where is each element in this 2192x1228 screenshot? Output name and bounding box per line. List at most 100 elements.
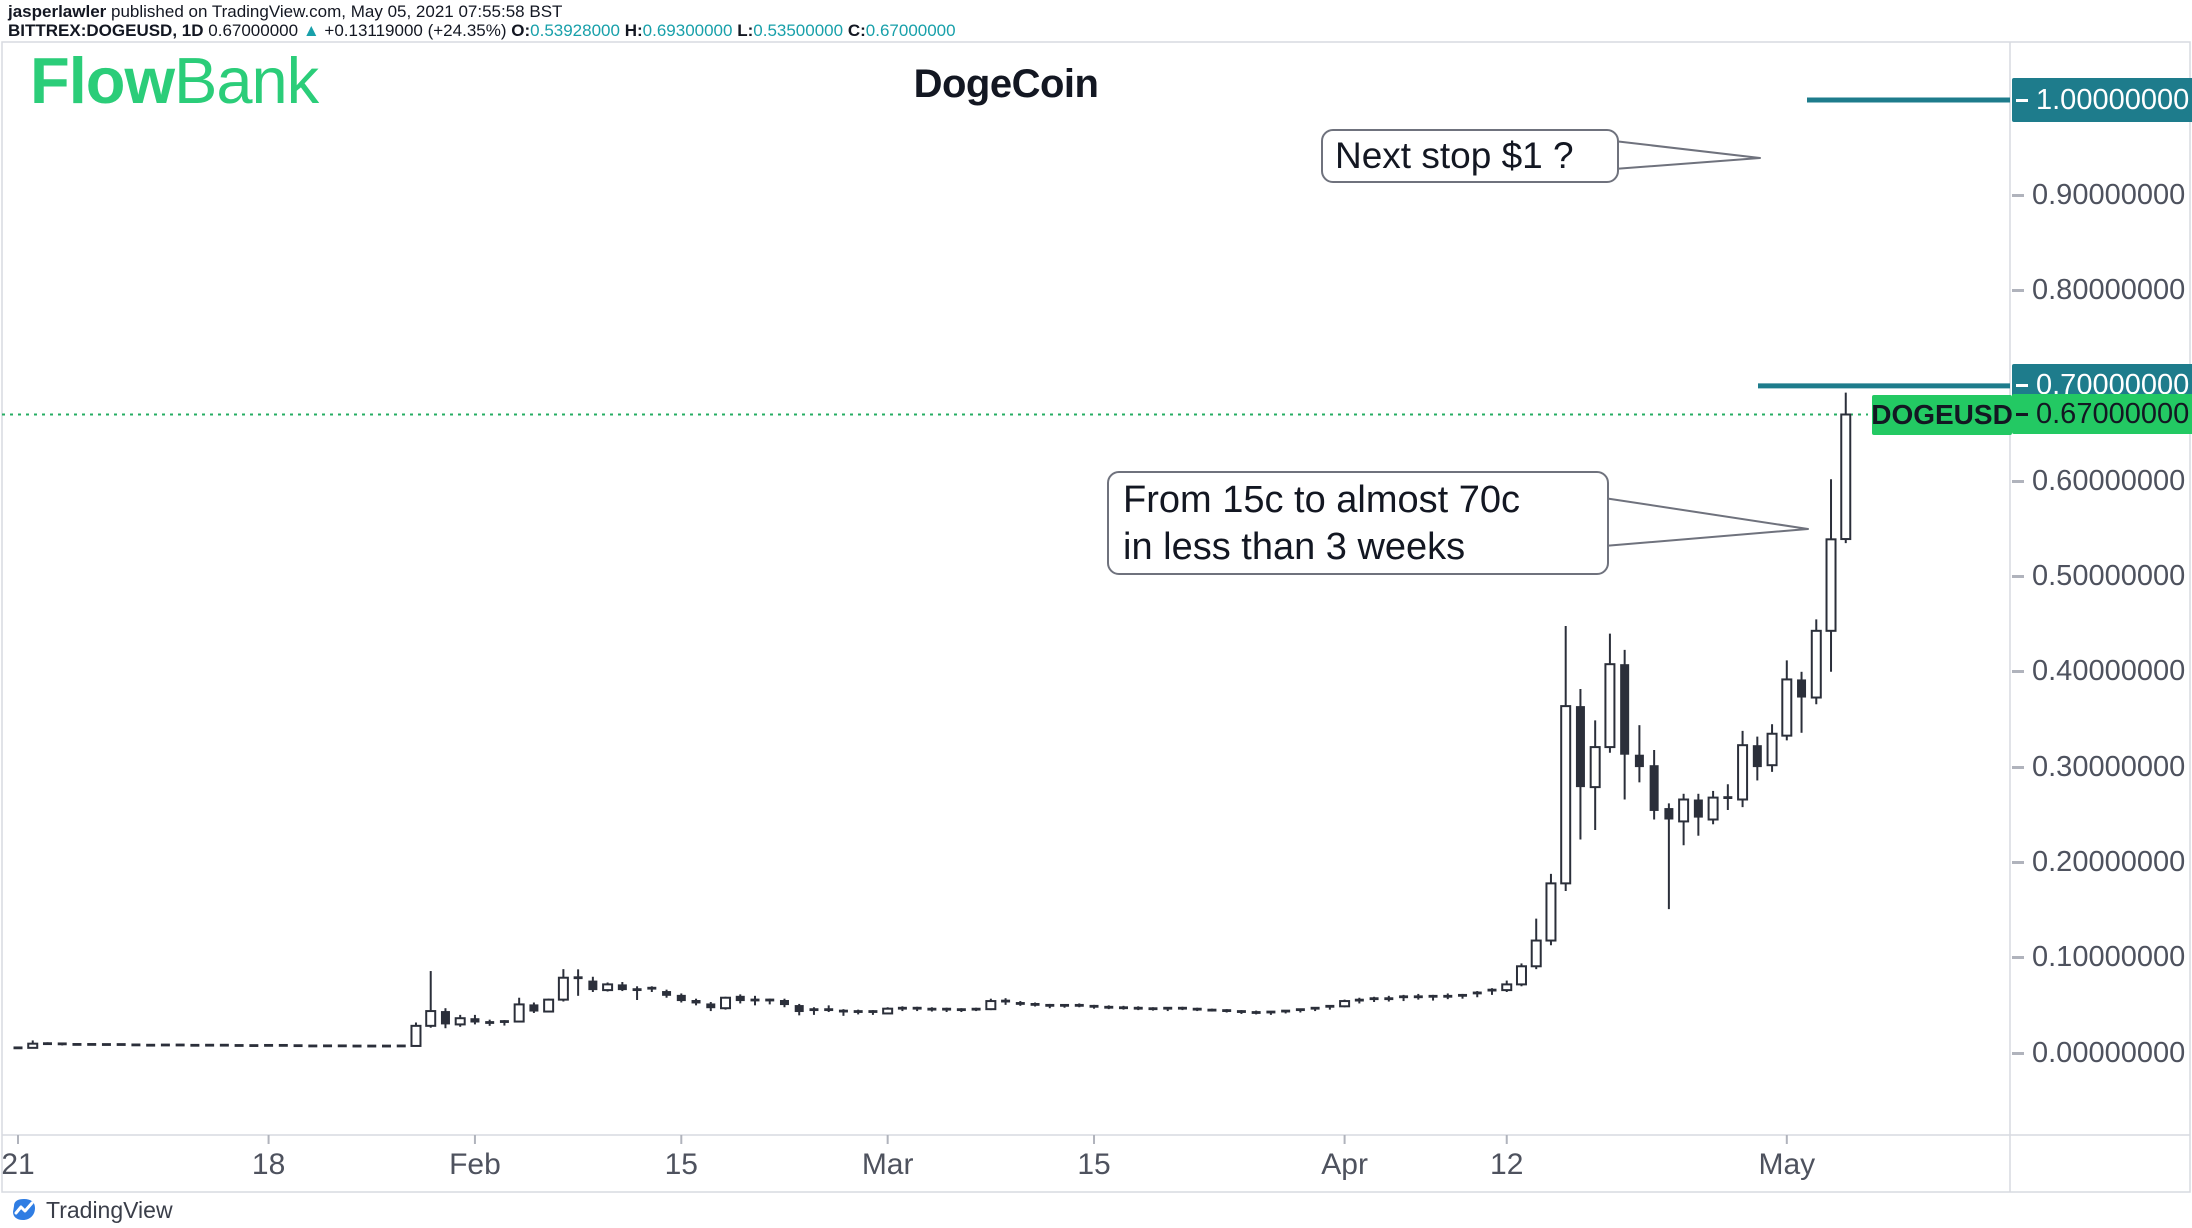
candle-body (1148, 1007, 1158, 1011)
time-axis-label: 18 (251, 1148, 286, 1181)
time-axis-label: Apr (1321, 1148, 1368, 1181)
candle-body-down (706, 1003, 716, 1009)
candle-body-down (1664, 808, 1674, 820)
high-value: 0.69300000 (642, 21, 733, 40)
candle-body-up (27, 1042, 39, 1049)
candle-body-up (410, 1024, 422, 1047)
price-tick (2016, 384, 2028, 388)
candle-body (1001, 999, 1011, 1003)
candle-body (1163, 1006, 1173, 1010)
price-axis-label-0.40000000: 0.40000000 (2012, 655, 2190, 688)
candle-body-down (1575, 706, 1585, 788)
price-tick (2012, 765, 2024, 769)
candle-body (1443, 994, 1453, 998)
tradingview-label: TradingView (46, 1196, 173, 1223)
price-tick (2012, 479, 2024, 483)
candle-body (278, 1043, 288, 1047)
candle-body-up (1825, 538, 1837, 632)
candle-body-up (454, 1017, 466, 1026)
candle-body (956, 1008, 966, 1012)
candle-body-down (1649, 765, 1659, 811)
price-axis-label-1.00000000: 1.00000000 (2012, 78, 2192, 122)
price-axis-label-0.90000000: 0.90000000 (2012, 179, 2190, 211)
candle-body (1060, 1003, 1070, 1007)
candle-body (249, 1044, 259, 1047)
candle-body (1310, 1006, 1320, 1010)
candle-body (1384, 997, 1394, 1001)
candle-body-up (1339, 1000, 1351, 1008)
candle-body-down (779, 1000, 789, 1006)
candle-body (1045, 1003, 1055, 1007)
price-axis-label-0.80000000: 0.80000000 (2012, 274, 2190, 307)
publisher-name: jasperlawler (8, 2, 107, 21)
low-value: 0.53500000 (753, 21, 844, 40)
symbol-price-badge: DOGEUSD (1871, 395, 2013, 435)
candle-body (13, 1046, 23, 1050)
open-label: O: (511, 21, 531, 40)
candle-body (1458, 993, 1468, 997)
price-tick (2012, 575, 2024, 578)
tradingview-icon (13, 1199, 35, 1220)
price-label-text: 1.00000000 (2036, 83, 2190, 116)
candle-body (87, 1043, 97, 1046)
price-axis-label-0.67000000: 0.67000000 (2012, 394, 2192, 435)
price-change: +0.13119000 (+24.35%) (324, 21, 507, 40)
time-axis-label: Mar (861, 1148, 914, 1181)
candle-body (632, 988, 642, 992)
chart-frame (1, 41, 2191, 1193)
candle-body (264, 1043, 274, 1047)
candle-body (1177, 1006, 1187, 1010)
candle-body (499, 1020, 509, 1023)
price-axis-label-0.00000000: 0.00000000 (2012, 1037, 2190, 1069)
open-value: 0.53928000 (530, 21, 620, 40)
candle-body-up (602, 983, 614, 992)
candle-body-up (1840, 413, 1852, 541)
candle-body-up (1781, 678, 1793, 737)
candle-body (1236, 1010, 1246, 1013)
candle-body (131, 1043, 141, 1047)
price-label-text: 0.50000000 (2032, 560, 2186, 592)
price-tick (2012, 1051, 2024, 1055)
candle-body (838, 1009, 848, 1013)
price-label-text: 0.30000000 (2032, 750, 2186, 783)
candle-body (971, 1007, 981, 1011)
annotation-run[interactable]: From 15c to almost 70c in less than 3 we… (1107, 471, 1609, 575)
candle-body (293, 1044, 303, 1048)
time-axis-label: 12 (1490, 1148, 1524, 1181)
price-label-text: 0.40000000 (2032, 655, 2186, 688)
price-tick (2012, 289, 2024, 293)
candle-body-up (1545, 882, 1557, 942)
candle-body (1222, 1009, 1232, 1012)
tradingview-attribution[interactable]: TradingView (10, 1196, 173, 1224)
candle-body (190, 1043, 200, 1047)
candle-body (1487, 988, 1497, 992)
candle-body-down (691, 1000, 701, 1004)
price-axis-label-0.10000000: 0.10000000 (2012, 941, 2190, 974)
candle-body-up (1766, 732, 1778, 767)
candle-body (1015, 1002, 1025, 1005)
price-tick (2012, 670, 2024, 674)
candle-body (205, 1043, 215, 1047)
candle-body-down (662, 991, 672, 996)
candle-body-down (676, 994, 686, 1002)
candle-body (809, 1008, 819, 1012)
candle-body-up (985, 1000, 997, 1011)
candle-body-up (543, 998, 555, 1013)
time-axis-label: 15 (1077, 1148, 1111, 1181)
candle-body (72, 1043, 82, 1046)
candle-body (1472, 991, 1482, 995)
price-label-text: 0.67000000 (2036, 397, 2190, 430)
candle-body (42, 1042, 52, 1046)
price-tick (2012, 956, 2024, 960)
high-label: H: (624, 21, 643, 40)
candle-body-down (1752, 745, 1762, 768)
candle-body (1281, 1009, 1291, 1013)
candle-body (1119, 1006, 1128, 1010)
annotation-next-stop[interactable]: Next stop $1 ? (1321, 129, 1619, 183)
low-label: L: (737, 21, 754, 40)
candle-body (337, 1044, 347, 1048)
candle-body (824, 1008, 834, 1012)
